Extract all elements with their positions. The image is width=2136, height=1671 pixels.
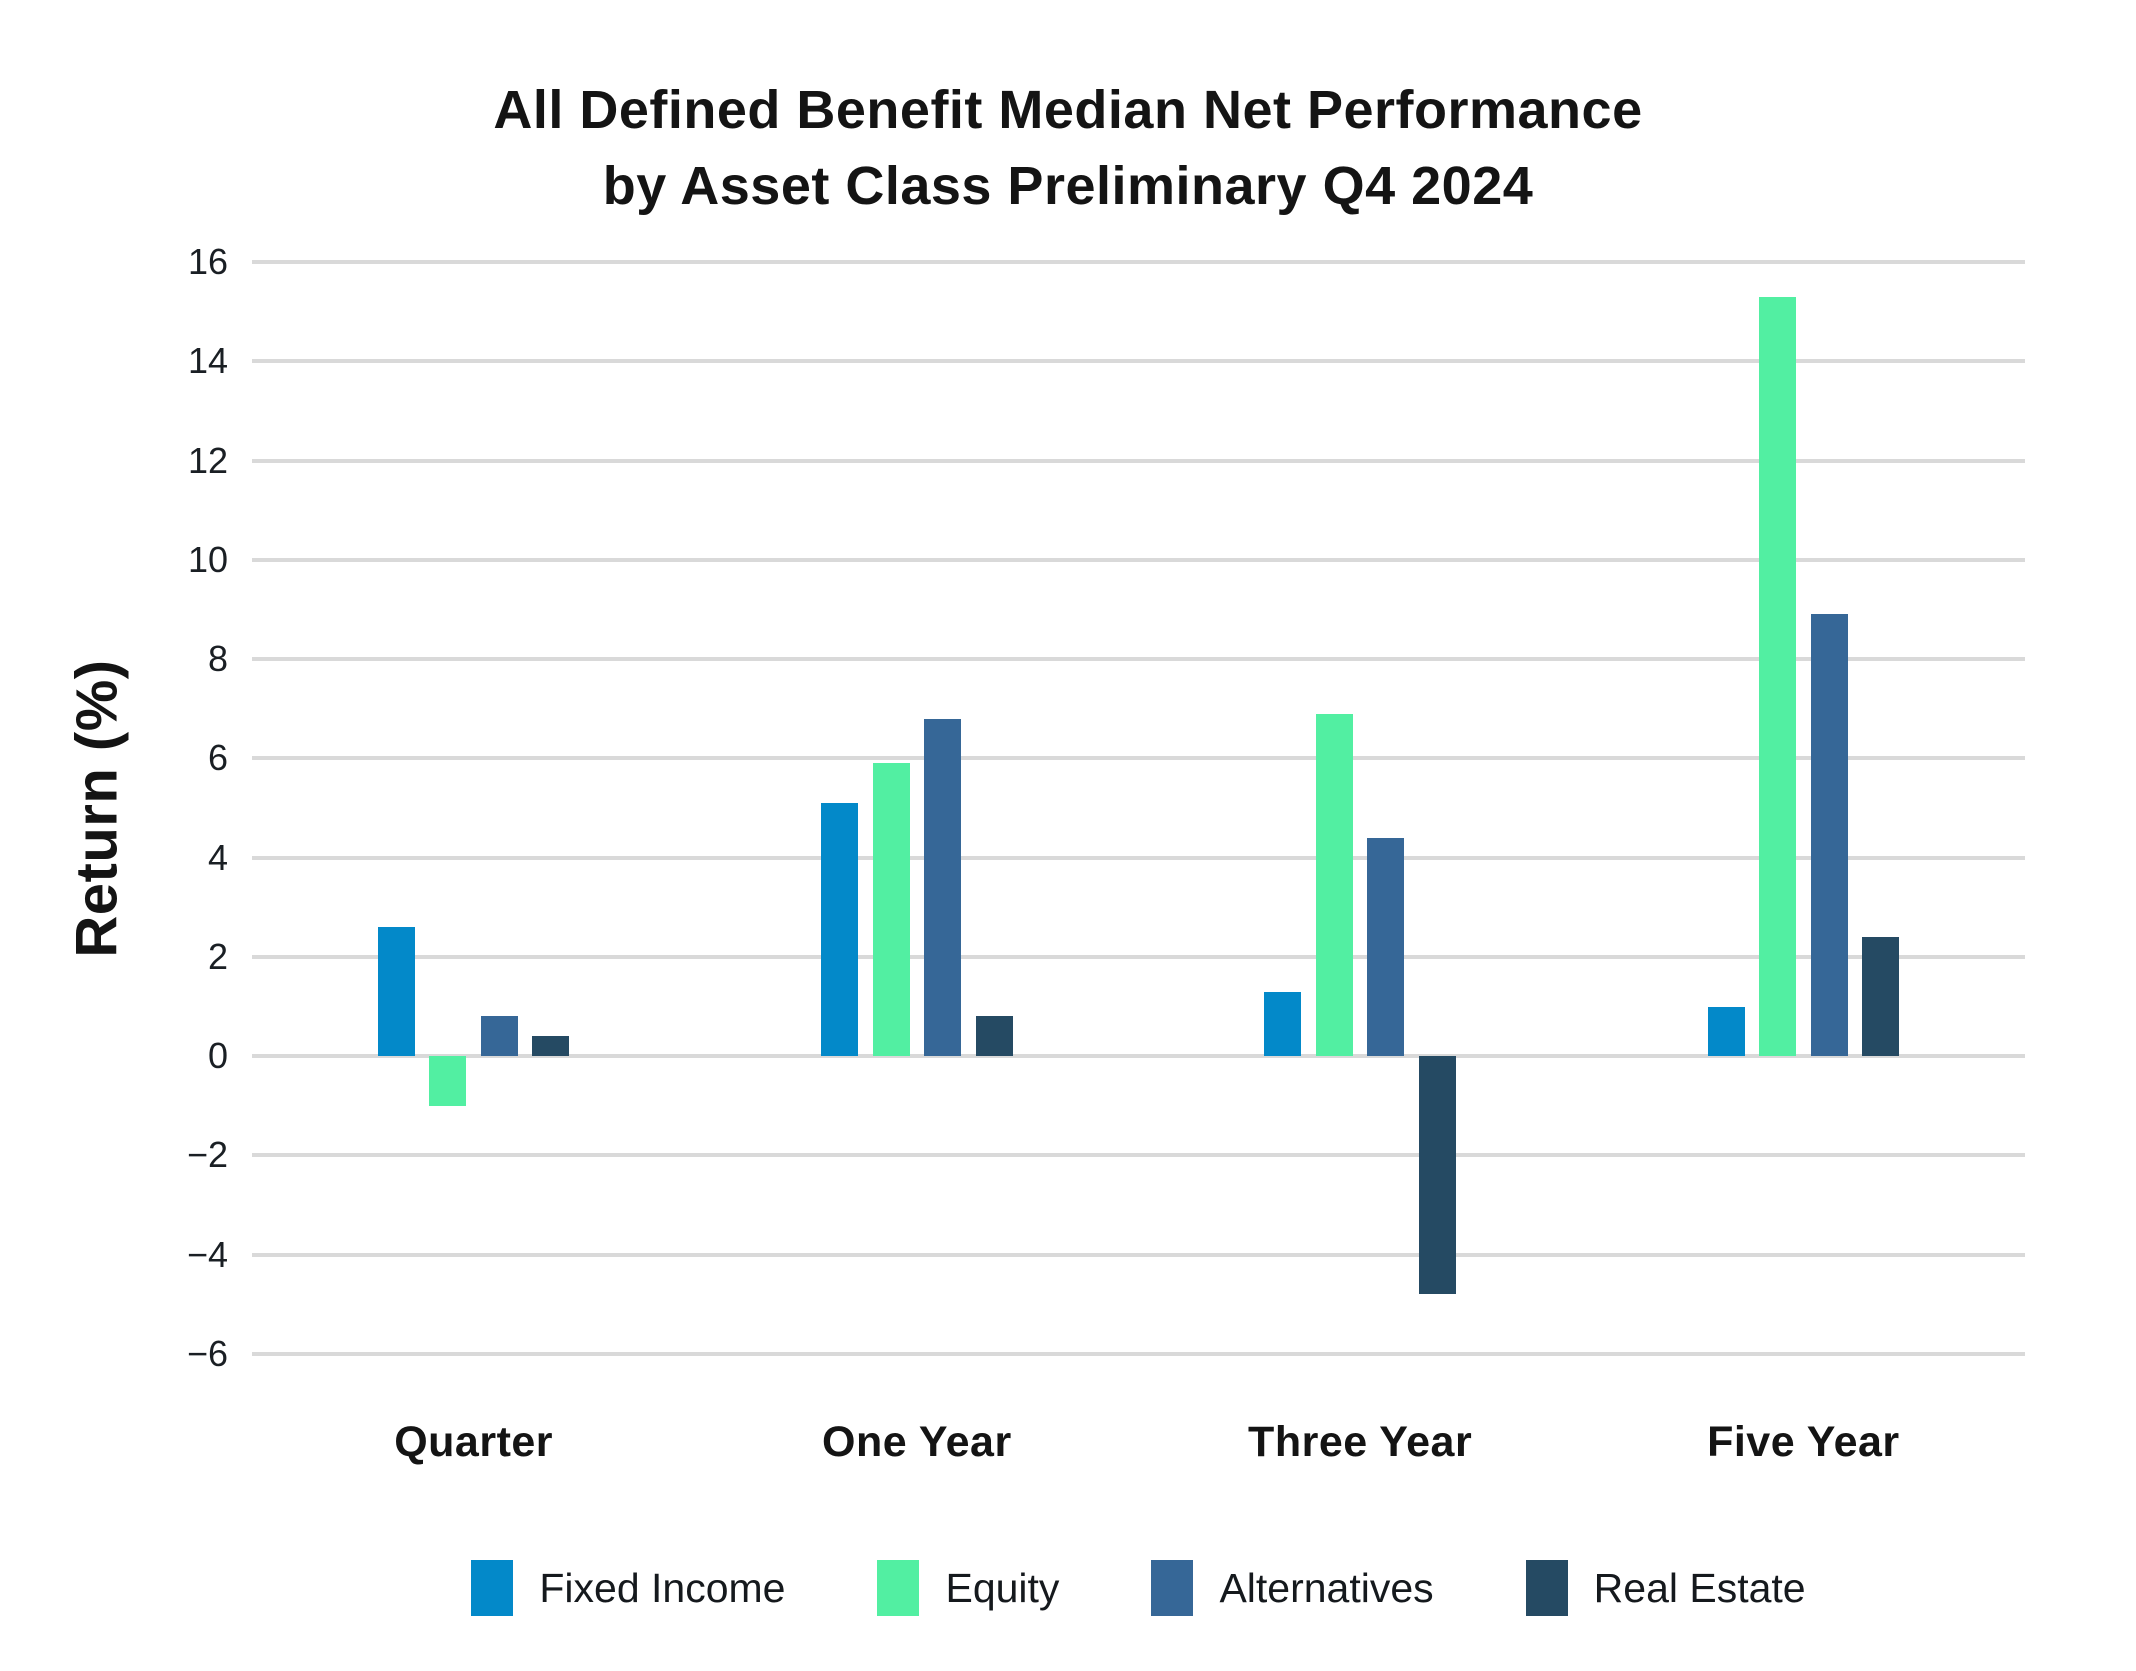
x-category-label-one-year: One Year <box>822 1418 1012 1466</box>
bar-fixed-income-five-year <box>1707 1006 1745 1057</box>
bar-alternatives-one-year <box>924 718 962 1057</box>
y-tick-label: 8 <box>207 638 228 680</box>
x-category-label-quarter: Quarter <box>394 1418 554 1466</box>
chart-title-line2: by Asset Class Preliminary Q4 2024 <box>602 156 1534 216</box>
bar-equity-five-year <box>1759 296 1797 1057</box>
y-tick-label: 10 <box>187 538 228 580</box>
gridline <box>252 1153 2025 1158</box>
legend: Fixed Income Equity Alternatives Real Estat… <box>252 1560 2025 1616</box>
gridline <box>252 260 2025 264</box>
bar-real-estate-one-year <box>975 1016 1013 1057</box>
bar-equity-quarter <box>429 1056 467 1106</box>
gridline <box>252 756 2025 761</box>
x-category-label-three-year: Three Year <box>1248 1418 1473 1466</box>
legend-item-alternatives: Alternatives <box>1151 1560 1434 1616</box>
y-tick-label: 6 <box>207 737 228 779</box>
gridline <box>252 557 2025 562</box>
x-category-label-five-year: Five Year <box>1707 1418 1900 1466</box>
y-tick-label: 14 <box>187 340 228 382</box>
legend-item-real-estate: Real Estate <box>1525 1560 1806 1616</box>
bar-alternatives-three-year <box>1367 837 1405 1057</box>
y-tick-label: 16 <box>187 241 228 282</box>
y-tick-label: −2 <box>186 1134 228 1176</box>
legend-label-equity: Equity <box>945 1564 1060 1611</box>
gridline <box>252 1252 2025 1257</box>
chart-title-line1: All Defined Benefit Median Net Performan… <box>493 80 1643 140</box>
bar-fixed-income-quarter <box>377 927 415 1057</box>
legend-swatch-equity <box>877 1560 920 1616</box>
plot-area <box>252 260 2025 1356</box>
y-tick-label: −4 <box>186 1233 228 1275</box>
legend-label-real-estate: Real Estate <box>1593 1564 1806 1611</box>
bar-equity-one-year <box>872 763 910 1057</box>
y-tick-label: 0 <box>207 1035 228 1077</box>
legend-item-equity: Equity <box>877 1560 1059 1616</box>
bar-real-estate-quarter <box>532 1036 570 1057</box>
bar-alternatives-quarter <box>480 1016 518 1057</box>
bar-equity-three-year <box>1315 713 1353 1057</box>
gridline <box>252 359 2025 364</box>
gridline <box>252 458 2025 463</box>
legend-item-fixed-income: Fixed Income <box>471 1560 785 1616</box>
x-axis-category-labels: Quarter One Year Three Year Five Year <box>252 1418 2025 1478</box>
bar-fixed-income-three-year <box>1264 991 1302 1057</box>
legend-swatch-real-estate <box>1525 1560 1568 1616</box>
gridline <box>252 657 2025 662</box>
gridline <box>252 1054 2025 1059</box>
chart-title: All Defined Benefit Median Net Performan… <box>0 72 2136 224</box>
bar-real-estate-five-year <box>1862 937 1900 1057</box>
gridline <box>252 1352 2025 1356</box>
bar-fixed-income-one-year <box>821 803 859 1057</box>
bar-real-estate-three-year <box>1418 1056 1456 1295</box>
gridline <box>252 954 2025 959</box>
y-axis-title: Return (%) <box>64 658 130 958</box>
gridline <box>252 855 2025 860</box>
y-tick-label: 2 <box>207 935 228 977</box>
y-tick-label: 4 <box>207 836 228 878</box>
y-tick-label: 12 <box>187 439 228 481</box>
bar-alternatives-five-year <box>1810 614 1848 1057</box>
y-tick-label: −6 <box>186 1333 228 1374</box>
y-axis-title-wrap: Return (%) <box>22 262 172 1354</box>
legend-swatch-alternatives <box>1151 1560 1194 1616</box>
legend-label-fixed-income: Fixed Income <box>539 1564 786 1611</box>
legend-label-alternatives: Alternatives <box>1219 1564 1434 1611</box>
legend-swatch-fixed-income <box>471 1560 514 1616</box>
